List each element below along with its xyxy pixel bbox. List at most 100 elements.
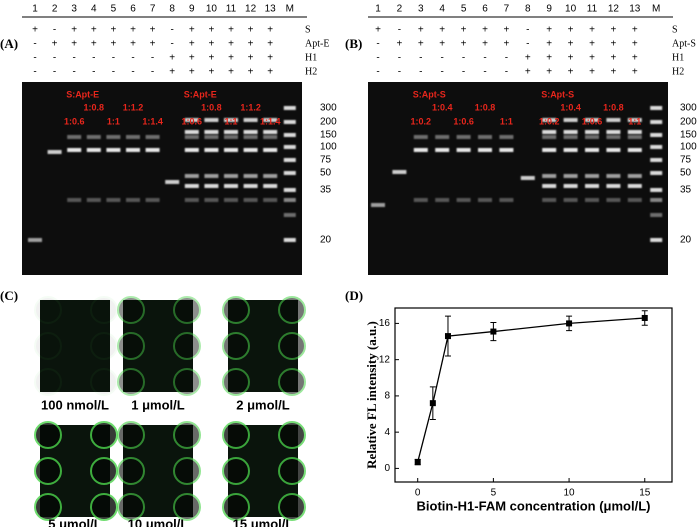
- gel-band: [145, 135, 160, 139]
- gel-band: [283, 171, 296, 175]
- gel-band: [184, 130, 199, 134]
- gel-band: [243, 130, 258, 134]
- sign: -: [171, 25, 174, 36]
- x-tick-label: 10: [564, 488, 576, 499]
- well: [173, 296, 201, 324]
- sign: +: [546, 67, 552, 78]
- gel-band: [542, 184, 557, 188]
- gel-band: [243, 118, 258, 122]
- y-tick-label: 12: [379, 354, 391, 365]
- gel-band: [650, 198, 663, 202]
- gel-band: [184, 118, 199, 122]
- gel-band: [456, 148, 471, 152]
- data-point: [444, 333, 451, 340]
- gel-band: [263, 148, 278, 152]
- sign: -: [505, 67, 508, 78]
- sign: -: [151, 67, 154, 78]
- gel-band: [224, 118, 238, 122]
- concentration-label: 15 μmol/L: [233, 516, 294, 527]
- gel-band: [650, 158, 663, 162]
- well: [34, 457, 62, 485]
- lane-number: 2: [52, 4, 58, 15]
- sign: +: [267, 53, 273, 64]
- marker-size: 50: [320, 168, 332, 179]
- data-point: [641, 314, 648, 321]
- well: [278, 296, 306, 324]
- sign: -: [398, 25, 401, 36]
- sign: +: [610, 39, 616, 50]
- lane-number: M: [652, 4, 660, 15]
- sign: +: [189, 53, 195, 64]
- well: [117, 421, 145, 449]
- well: [117, 493, 145, 521]
- well: [278, 332, 306, 360]
- well: [278, 368, 306, 396]
- gel-band: [283, 213, 296, 217]
- panel-label: (C): [0, 288, 18, 303]
- sign: +: [267, 39, 273, 50]
- row-name: H1: [672, 52, 684, 63]
- gel-band: [627, 130, 642, 134]
- sign: +: [248, 67, 254, 78]
- gel-band: [627, 184, 642, 188]
- lane-number: 10: [206, 4, 218, 15]
- well: [90, 296, 118, 324]
- lane-number: 4: [439, 4, 445, 15]
- sign: +: [503, 25, 509, 36]
- lane-number: 8: [169, 4, 175, 15]
- lane-number: 6: [130, 4, 136, 15]
- gel-image: [22, 82, 302, 275]
- row-name: Apt-E: [305, 38, 329, 49]
- gel-band: [204, 118, 219, 122]
- gel-band: [456, 198, 471, 202]
- sign: +: [130, 39, 136, 50]
- x-tick-label: 0: [415, 488, 421, 499]
- gel-band: [650, 145, 663, 149]
- panel-label: (A): [0, 36, 18, 51]
- sign: -: [441, 67, 444, 78]
- sign: -: [131, 53, 134, 64]
- gel-band: [520, 176, 535, 180]
- sign: +: [461, 39, 467, 50]
- well: [90, 368, 118, 396]
- marker-size: 200: [320, 117, 337, 128]
- gel-band: [126, 198, 140, 202]
- gel-band: [606, 148, 621, 152]
- well: [117, 457, 145, 485]
- sign: -: [171, 39, 174, 50]
- gel-band: [650, 133, 663, 137]
- gel-band: [413, 135, 428, 139]
- marker-size: 300: [320, 103, 337, 114]
- lane-number: 12: [245, 4, 257, 15]
- sign: +: [228, 39, 234, 50]
- sign: +: [228, 67, 234, 78]
- gel-band: [145, 198, 160, 202]
- marker-size: 50: [680, 168, 692, 179]
- lane-number: 13: [629, 4, 641, 15]
- gel-band: [184, 184, 199, 188]
- concentration-label: 100 nmol/L: [41, 397, 109, 412]
- sign: +: [525, 53, 531, 64]
- gel-band: [542, 174, 557, 178]
- sign: +: [568, 67, 574, 78]
- gel-band: [243, 174, 258, 178]
- gel-band: [165, 180, 180, 184]
- gel-band: [563, 118, 578, 122]
- gel-band: [456, 135, 471, 139]
- well: [90, 457, 118, 485]
- gel-band: [542, 130, 557, 134]
- group-title: S:Apt-S: [413, 89, 446, 99]
- gel-band: [106, 135, 121, 139]
- well: [173, 421, 201, 449]
- micro-image: [40, 300, 110, 392]
- gel-band: [371, 203, 385, 207]
- gel-band: [28, 238, 42, 242]
- well: [278, 457, 306, 485]
- gel-band: [47, 150, 62, 154]
- ratio-label: 1:0.6: [582, 116, 603, 126]
- gel-band: [627, 135, 642, 139]
- well: [173, 457, 201, 485]
- gel-band: [606, 135, 621, 139]
- gel-band: [392, 170, 407, 174]
- group-title: S:Apt-E: [66, 89, 99, 99]
